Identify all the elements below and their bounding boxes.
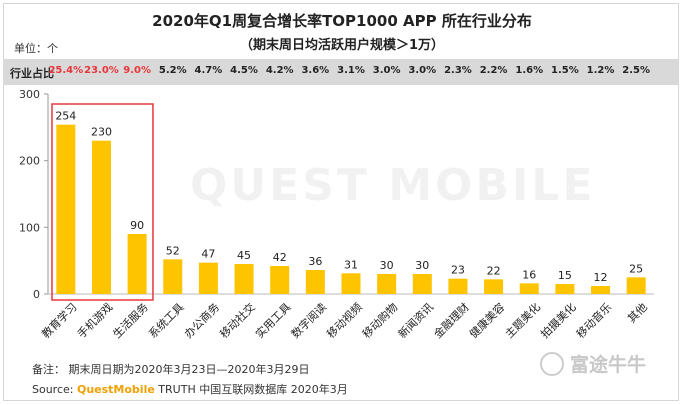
chart-subtitle: （期末周日均活跃用户规模＞1万） (239, 38, 445, 53)
bar-value-label: 22 (487, 264, 501, 277)
bar-value-label: 45 (237, 249, 251, 262)
industry-share-value: 4.2% (265, 65, 294, 76)
bar (377, 274, 397, 294)
bar-value-label: 25 (629, 262, 643, 275)
industry-share-value: 4.7% (194, 65, 223, 76)
industry-share-value: 1.5% (551, 65, 579, 76)
industry-share-value: 2.5% (622, 65, 651, 76)
category-label: 实用工具 (252, 300, 293, 341)
futu-logo-text: 富途牛牛 (570, 354, 647, 376)
bar-value-label: 254 (55, 110, 76, 123)
y-tick-label: 100 (19, 221, 40, 234)
bar (270, 266, 290, 294)
futu-logo-icon (540, 351, 564, 376)
bar-value-label: 16 (522, 268, 536, 281)
remark-note: 备注： 期末周日期为2020年3月23日—2020年3月29日 (32, 363, 310, 376)
category-label: 主题美化 (502, 300, 543, 341)
category-label: 移动音乐 (573, 300, 614, 341)
category-label: 生活服务 (110, 300, 151, 341)
category-label: 办公商务 (181, 300, 222, 341)
bar-value-label: 42 (273, 251, 287, 264)
category-label: 数字阅读 (288, 300, 329, 341)
source-prefix: Source: (32, 383, 77, 396)
category-label: 移动购物 (359, 300, 400, 341)
unit-label: 单位：个 (14, 42, 58, 55)
category-label: 拍摄美化 (538, 300, 579, 341)
bar-value-label: 31 (344, 258, 358, 271)
source-note: Source: QuestMobile TRUTH 中国互联网数据库 2020年… (32, 381, 348, 397)
source-brand: QuestMobile (76, 383, 155, 396)
industry-share-label: 行业占比 (10, 67, 54, 80)
industry-share-value: 4.5% (230, 65, 258, 76)
bar (519, 283, 539, 294)
industry-share-value: 3.0% (372, 65, 401, 76)
industry-share-value: 3.0% (408, 65, 437, 76)
category-label: 金融理财 (431, 300, 472, 341)
bar (412, 274, 432, 294)
bar (591, 286, 611, 294)
industry-share-value: 23.0% (84, 65, 119, 76)
bar-value-label: 47 (201, 248, 215, 261)
industry-share-value: 1.2% (586, 65, 615, 76)
bar-value-label: 15 (558, 269, 572, 282)
category-label: 其他 (625, 301, 650, 326)
y-tick-label: 0 (33, 288, 40, 301)
industry-share-value: 3.6% (301, 65, 330, 76)
industry-share-value: 5.2% (158, 65, 187, 76)
source-rest: TRUTH 中国互联网数据库 2020年3月 (154, 383, 348, 396)
questmobile-watermark: QUEST MOBILE (190, 160, 596, 211)
category-label: 手机游戏 (74, 300, 115, 341)
industry-share-value: 25.4% (48, 65, 84, 76)
bar-value-label: 30 (415, 259, 429, 272)
bar (448, 278, 468, 294)
y-tick-label: 200 (19, 155, 40, 168)
bar (163, 259, 183, 294)
bar-value-label: 23 (451, 264, 465, 277)
industry-share-value: 9.0% (123, 65, 151, 76)
bar-value-label: 90 (130, 219, 144, 232)
category-label: 新闻资讯 (395, 300, 436, 341)
chart-title: 2020年Q1周复合增长率TOP1000 APP 所在行业分布 (152, 12, 532, 30)
highlight-box (51, 103, 154, 301)
industry-share-row: 行业占比 25.4% 23.0% 9.0% 5.2% 4.7% 4.5% 4.2% 3.6% 3… (3, 59, 679, 85)
bar (56, 124, 76, 295)
bar (305, 270, 325, 294)
category-label: 系统工具 (146, 301, 186, 341)
bar (198, 262, 218, 294)
figure-frame (3, 3, 679, 401)
category-label: 健康美容 (466, 300, 507, 341)
industry-share-value: 3.1% (337, 65, 365, 76)
bar-value-label: 12 (594, 271, 608, 284)
category-label: 教育学习 (39, 300, 80, 341)
industry-share-value: 2.3% (444, 65, 472, 76)
bar (555, 284, 575, 294)
category-label: 移动社交 (217, 300, 258, 341)
bar (234, 264, 254, 294)
bar (484, 279, 504, 294)
bar-value-label: 52 (166, 244, 180, 257)
bar (127, 234, 147, 294)
bar-value-label: 230 (91, 126, 112, 139)
category-label: 移动视频 (324, 300, 365, 341)
bar (91, 140, 111, 294)
y-tick-label: 300 (19, 88, 40, 101)
bar (626, 277, 646, 294)
bar-value-label: 36 (308, 255, 322, 268)
industry-share-value: 1.6% (515, 65, 544, 76)
industry-share-value: 2.2% (479, 65, 508, 76)
bar (341, 273, 361, 294)
bar-value-label: 30 (380, 259, 394, 272)
futu-logo: 富途牛牛 (540, 350, 646, 378)
